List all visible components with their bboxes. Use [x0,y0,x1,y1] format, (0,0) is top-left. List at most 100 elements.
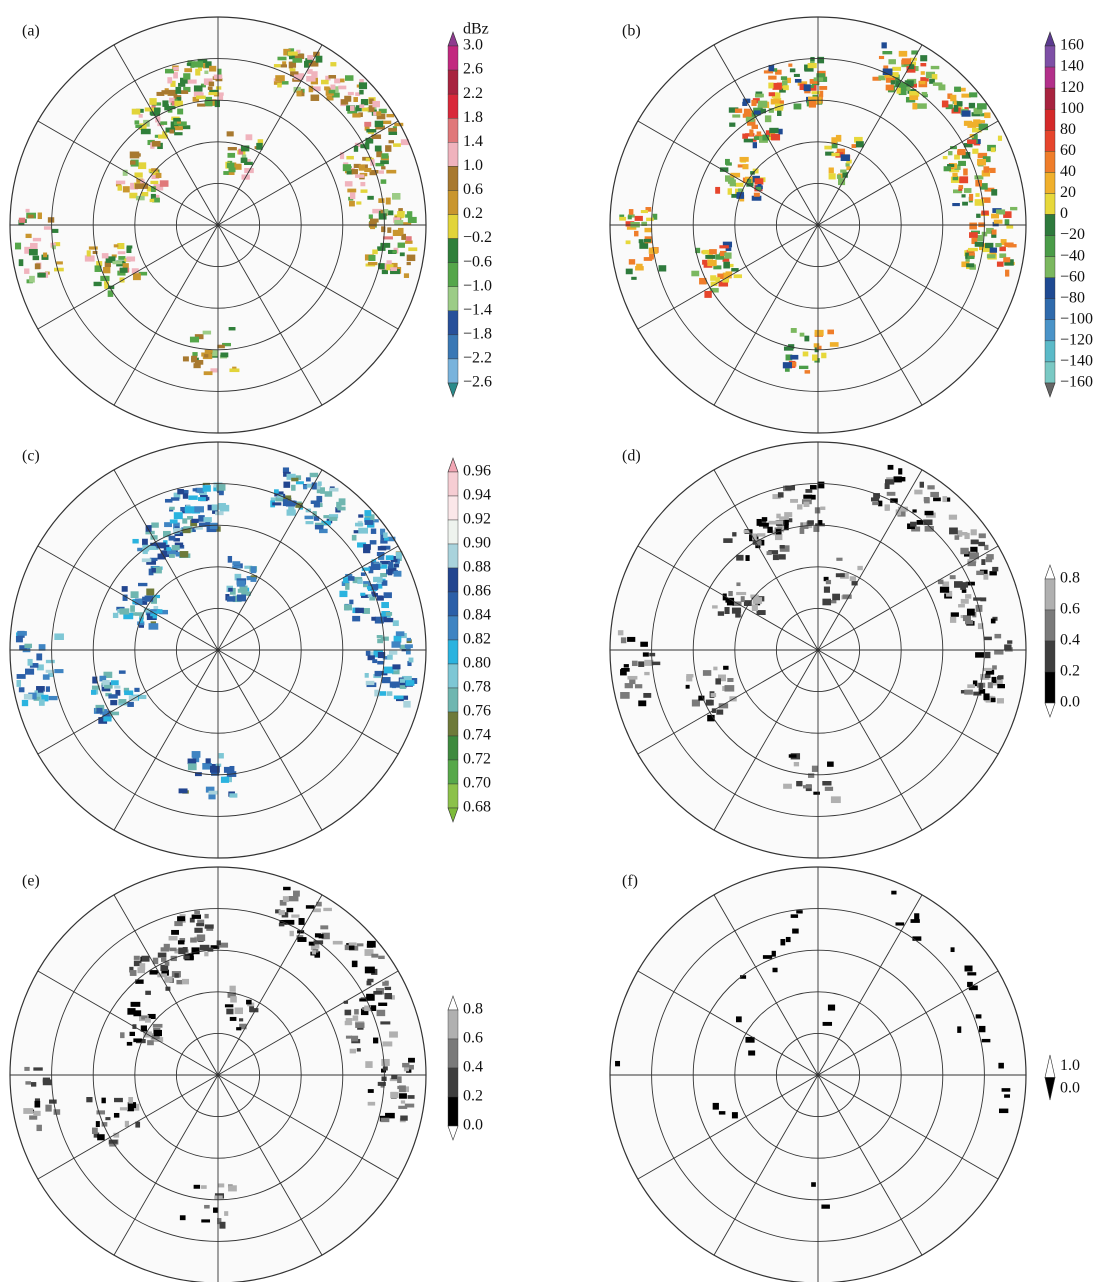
echo [619,217,626,221]
echo [296,481,304,484]
colorbar-cap [448,383,458,397]
colorbar-tick-label: −120 [1060,332,1093,349]
echo [367,196,373,200]
echo [91,690,96,695]
echo [627,637,635,642]
echo [216,484,225,491]
echo [995,243,1001,247]
echo [932,74,938,79]
echo [38,212,42,219]
echo [705,255,715,259]
echo [174,921,182,926]
echo [769,521,779,525]
echo [345,75,353,81]
echo [174,512,183,519]
colorbar-segment [1045,299,1055,320]
echo [827,330,834,335]
echo [377,1010,386,1016]
echo [735,612,740,618]
echo [97,1134,105,1140]
echo [154,108,161,113]
echo [103,267,110,273]
echo [194,928,202,933]
echo [119,670,126,673]
echo [359,104,364,108]
echo [352,113,360,117]
echo [114,244,119,247]
echo [346,156,353,160]
colorbar-cap [448,32,458,46]
echo [150,181,158,184]
echo [975,652,984,657]
echo [649,653,655,656]
echo [736,1016,742,1022]
echo [719,1111,725,1114]
echo [405,644,413,648]
echo [157,609,163,613]
echo [399,1085,406,1092]
colorbar-segment [448,190,458,214]
echo [790,68,795,72]
echo [967,609,975,616]
echo [22,700,28,706]
echo [828,1005,835,1011]
echo [286,908,293,912]
echo [183,493,188,498]
colorbar-segment [448,472,458,496]
echo [126,247,131,253]
echo [371,617,375,621]
colorbar-tick-label: 20 [1060,184,1076,201]
echo [1002,1088,1011,1092]
echo [365,1061,372,1068]
colorbar-cap [1045,565,1055,579]
colorbar-segment [448,712,458,736]
echo [192,915,201,919]
echo [381,179,387,184]
echo [882,51,892,54]
echo [998,1063,1004,1069]
echo [840,170,846,173]
echo [209,82,214,87]
echo [25,1081,31,1084]
echo [920,81,926,84]
echo [246,134,253,140]
echo [130,605,135,612]
echo [620,692,629,699]
echo [765,115,771,122]
echo [621,668,630,672]
echo [201,1219,210,1222]
echo [999,246,1006,251]
colorbar-segment [448,215,458,239]
echo [643,652,649,656]
echo [917,103,927,108]
echo [931,66,940,69]
echo [316,56,323,63]
echo [56,261,63,264]
echo [767,527,772,533]
echo [138,583,147,586]
echo [949,515,957,520]
echo [831,796,841,803]
echo [348,92,354,95]
echo [752,604,758,611]
echo [976,571,984,575]
echo [987,254,996,258]
colorbar-tick-label: 0 [1060,205,1068,222]
echo [350,1049,356,1054]
echo [983,166,989,172]
echo [153,1024,163,1028]
colorbar-tick-label: −1.4 [463,301,492,318]
echo [736,582,740,586]
colorbar-segment [448,592,458,616]
echo [205,350,213,353]
echo [178,940,185,944]
echo [365,520,374,525]
echo [370,219,379,223]
echo [219,753,224,758]
echo [900,477,906,481]
echo [198,497,206,501]
echo [203,331,211,335]
echo [757,533,765,536]
echo [784,519,788,525]
echo [769,92,775,96]
